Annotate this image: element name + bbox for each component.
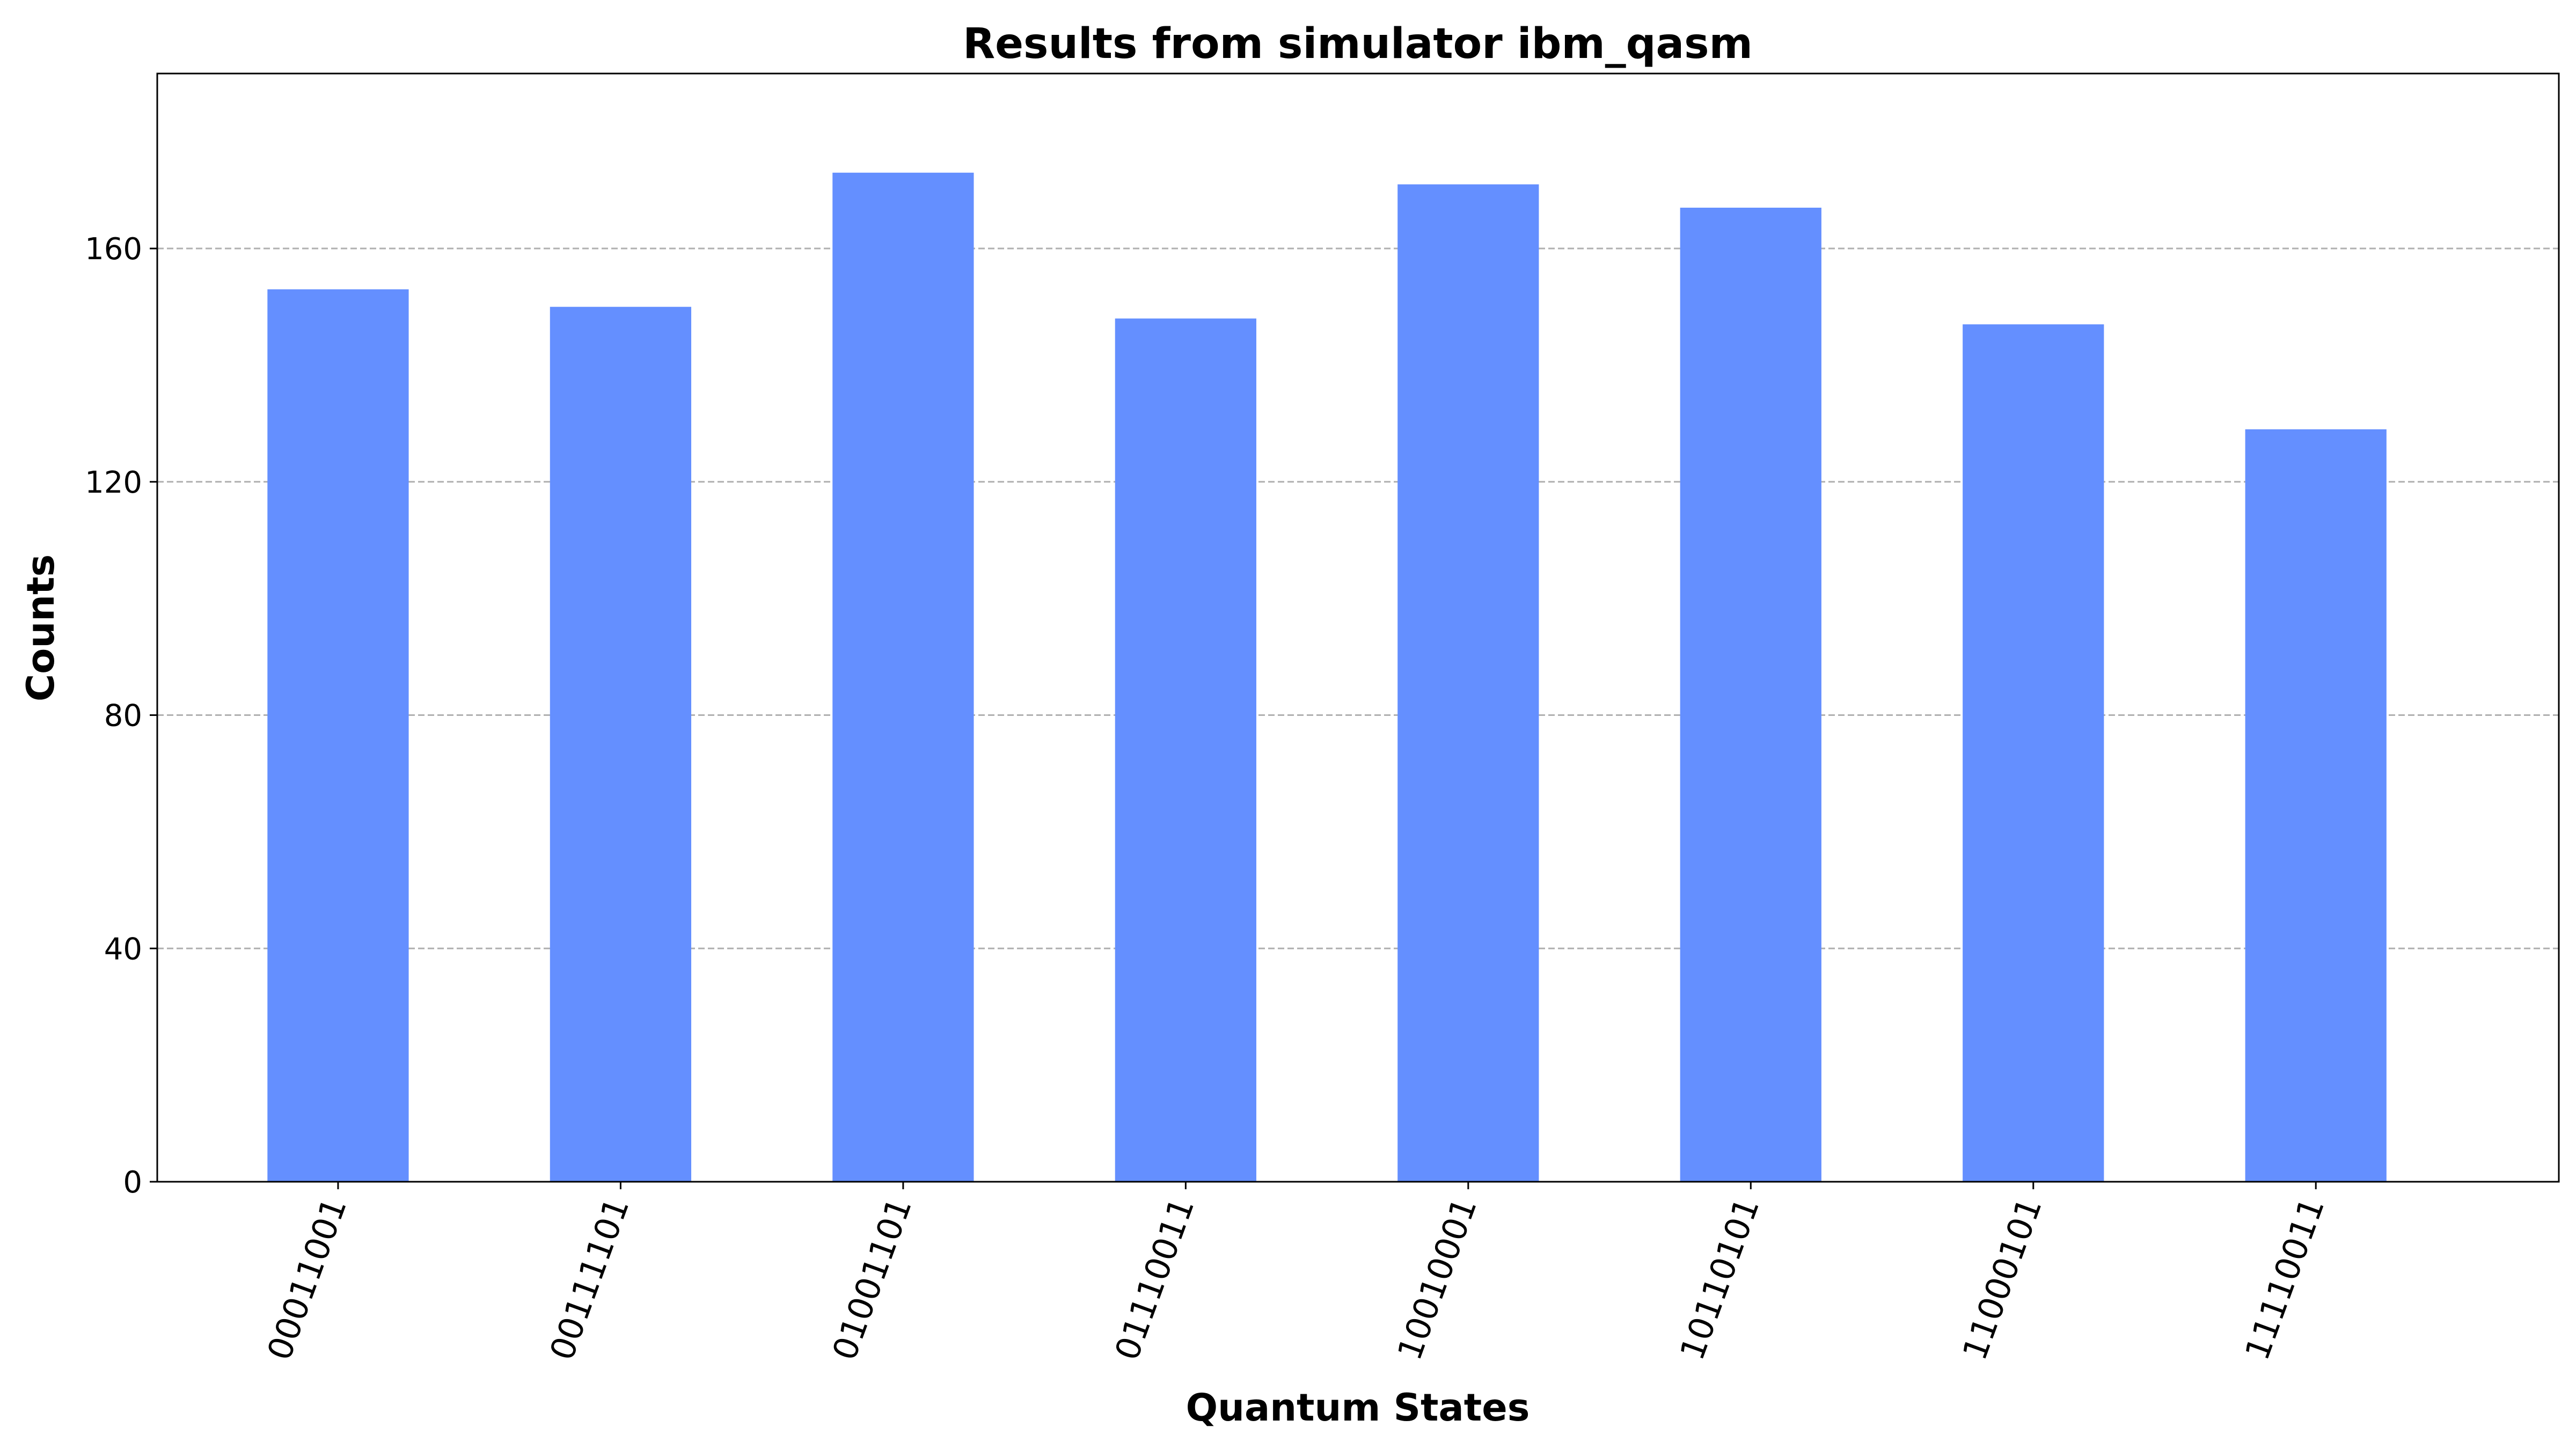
x-axis-ticks: 00011001 00111101 01001101 01110011 10010001…	[260, 1182, 2332, 1365]
y-tick-label: 40	[104, 932, 142, 967]
bar-11110011	[2245, 429, 2387, 1182]
y-axis-ticks: 0 40 80 120 160	[85, 232, 157, 1200]
x-tick-label-10010001: 10010001	[1389, 1192, 1484, 1365]
bars	[267, 172, 2387, 1182]
bar-00011001	[267, 289, 409, 1182]
y-gridlines	[157, 247, 2559, 949]
bar-01001101	[832, 172, 974, 1182]
x-tick-label-11110011: 11110011	[2237, 1192, 2332, 1365]
bar-01110011	[1115, 318, 1256, 1182]
plot-area-frame	[156, 72, 2560, 1183]
bar-10110101	[1680, 207, 1821, 1182]
bar-10010001	[1397, 184, 1539, 1182]
x-tick-label-10110101: 10110101	[1672, 1192, 1767, 1365]
bar-11000101	[1963, 324, 2104, 1182]
x-tick-label-01001101: 01001101	[824, 1192, 919, 1365]
chart-title: Results from simulator ibm_qasm	[963, 20, 1753, 68]
x-tick-label-01110011: 01110011	[1107, 1192, 1202, 1365]
y-tick-label: 0	[123, 1165, 142, 1200]
x-axis-label: Quantum States	[1186, 1386, 1530, 1430]
y-tick-label: 120	[85, 465, 142, 500]
x-tick-label-00111101: 00111101	[542, 1192, 637, 1365]
y-tick-label: 160	[85, 232, 142, 267]
bar-00111101	[550, 306, 692, 1182]
y-axis-label: Counts	[19, 554, 63, 701]
x-tick-label-00011001: 00011001	[260, 1192, 355, 1365]
y-tick-label: 80	[104, 699, 142, 734]
x-tick-label-11000101: 11000101	[1955, 1192, 2050, 1365]
